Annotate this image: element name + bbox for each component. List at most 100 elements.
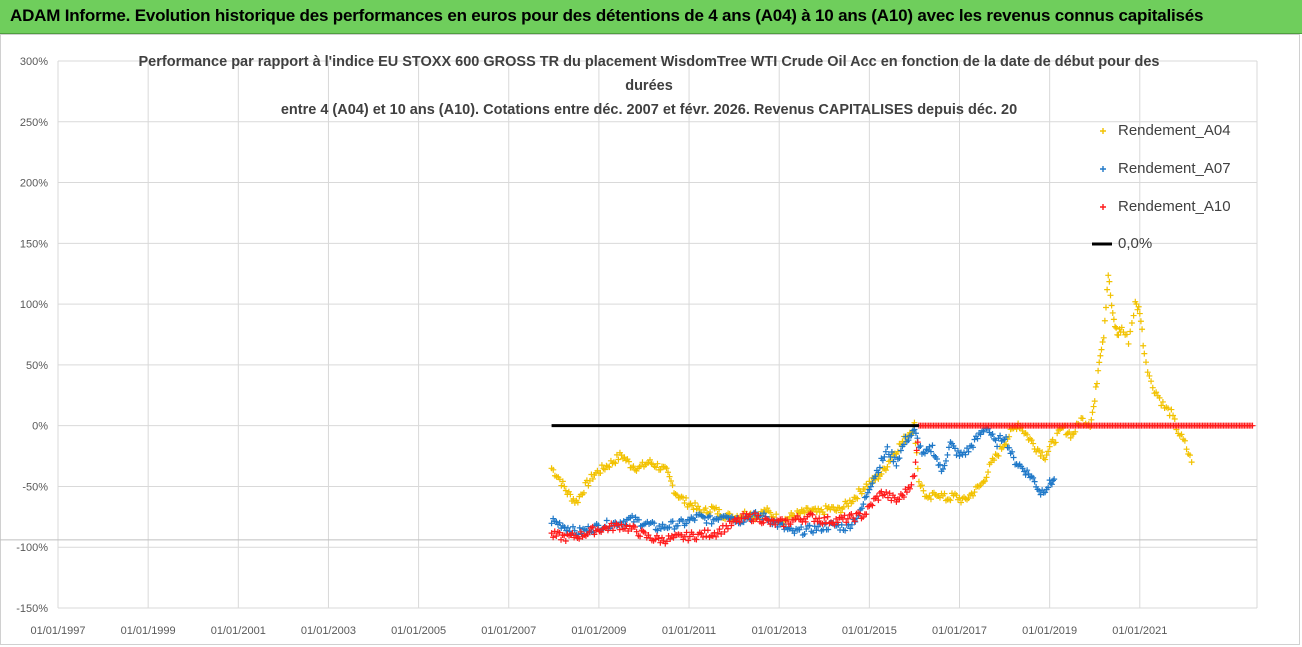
x-tick-label: 01/01/1999 [121, 625, 176, 637]
data-point [558, 482, 565, 489]
x-tick-label: 01/01/2021 [1112, 625, 1167, 637]
series-a07 [548, 425, 1058, 539]
data-point [1170, 412, 1177, 419]
data-point [1109, 309, 1116, 316]
data-point [784, 516, 791, 523]
data-point [804, 505, 811, 512]
x-tick-label: 01/01/2013 [752, 625, 807, 637]
data-point [657, 539, 664, 546]
data-point [1096, 359, 1103, 366]
data-point [992, 437, 999, 444]
data-point [728, 522, 735, 529]
y-tick-label: -100% [16, 542, 48, 554]
data-point [704, 527, 711, 534]
data-point [685, 537, 692, 544]
data-point [559, 478, 566, 485]
data-point [824, 513, 831, 520]
data-point [1030, 440, 1037, 447]
data-point [583, 527, 590, 534]
data-point [558, 536, 565, 543]
data-point [845, 503, 852, 510]
data-point [1019, 465, 1026, 472]
data-point [663, 538, 670, 545]
data-point [630, 463, 637, 470]
data-point [791, 530, 798, 537]
grid-layer [0, 60, 1258, 609]
data-point [1186, 452, 1193, 459]
data-point [681, 500, 688, 507]
data-point [944, 451, 951, 458]
data-point [616, 526, 623, 533]
data-point [842, 527, 849, 534]
data-point [753, 515, 760, 522]
data-point [815, 505, 822, 512]
data-point [786, 513, 793, 520]
data-point [779, 516, 786, 523]
series-a10 [548, 422, 1256, 547]
data-point [689, 502, 696, 509]
data-point [698, 530, 705, 537]
data-point [890, 458, 897, 465]
data-point [1134, 306, 1141, 313]
data-point [831, 521, 838, 528]
data-point [971, 489, 978, 496]
data-point [615, 522, 622, 529]
data-point [1178, 431, 1185, 438]
data-point [858, 490, 865, 497]
data-point [995, 452, 1002, 459]
data-point [615, 456, 622, 463]
data-point [1024, 431, 1031, 438]
data-point [897, 447, 904, 454]
data-point [927, 496, 934, 503]
data-point [1045, 484, 1052, 491]
data-point [918, 482, 925, 489]
data-point [941, 490, 948, 497]
data-point [1072, 428, 1079, 435]
data-point [659, 521, 666, 528]
data-point [1037, 453, 1044, 460]
data-point [1158, 402, 1165, 409]
x-tick-label: 01/01/2011 [662, 625, 716, 637]
data-point [977, 431, 984, 438]
data-point [713, 533, 720, 540]
data-point [903, 489, 910, 496]
data-point [651, 520, 658, 527]
data-point [716, 526, 723, 533]
data-point [1125, 340, 1132, 347]
data-point [637, 533, 644, 540]
data-point [561, 483, 568, 490]
data-point [670, 534, 677, 541]
data-point [945, 444, 952, 451]
data-point [825, 526, 832, 533]
y-tick-label: 250% [20, 117, 48, 129]
data-point [1159, 398, 1166, 405]
data-point [1039, 449, 1046, 456]
data-point [882, 448, 889, 455]
data-point [679, 518, 686, 524]
data-point [851, 518, 858, 525]
data-point [884, 463, 891, 470]
data-point [703, 520, 710, 526]
data-point [674, 522, 681, 529]
data-point [970, 444, 977, 451]
data-point [833, 515, 840, 522]
data-point [900, 494, 907, 501]
data-point [914, 439, 921, 446]
data-point [854, 495, 861, 502]
data-point [642, 529, 649, 536]
x-tick-label: 01/01/2017 [932, 625, 987, 637]
data-point [997, 432, 1004, 439]
data-point [606, 464, 613, 471]
data-point [821, 514, 828, 521]
data-point [797, 510, 804, 517]
data-point [564, 524, 571, 531]
data-point [833, 507, 840, 514]
data-point [692, 499, 699, 506]
data-point [980, 428, 987, 435]
data-point [574, 499, 581, 506]
data-point [962, 451, 969, 458]
data-point [1123, 331, 1130, 338]
data-point [633, 528, 640, 535]
data-point [1128, 320, 1135, 327]
data-point [941, 462, 948, 469]
